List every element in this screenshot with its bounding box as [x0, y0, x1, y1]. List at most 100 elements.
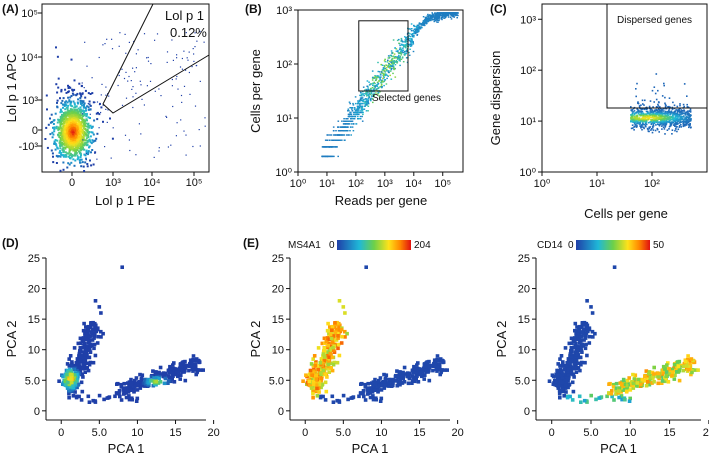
flow-point: [67, 84, 69, 87]
flow-point: [67, 132, 70, 135]
pca-point: [80, 372, 85, 376]
flow-point: [74, 119, 77, 122]
flow-point: [55, 154, 58, 157]
gene-point: [346, 130, 348, 132]
flow-point: [74, 113, 77, 116]
gene-point: [387, 75, 389, 77]
pca-point: [319, 365, 324, 370]
gene-point: [355, 113, 358, 116]
flow-point: [82, 93, 84, 96]
pca-point: [402, 380, 407, 384]
dispersion-point: [630, 109, 632, 111]
dispersion-point: [674, 122, 676, 125]
dispersion-point: [682, 121, 685, 124]
flow-point: [65, 135, 68, 138]
gene-point: [326, 146, 328, 148]
flow-point: [49, 121, 52, 124]
flow-point: [81, 82, 83, 84]
dispersion-point: [663, 82, 665, 85]
pca-point: [358, 391, 363, 396]
gene-point: [457, 14, 459, 17]
flow-point: [111, 137, 114, 140]
flow-point: [106, 38, 108, 40]
gene-point: [409, 43, 412, 45]
gene-point: [383, 80, 386, 83]
dispersion-point: [653, 117, 656, 120]
flow-point: [199, 30, 201, 33]
dispersion-point: [686, 119, 689, 122]
flow-point: [65, 145, 68, 148]
flow-point: [98, 56, 100, 59]
gene-point: [338, 130, 341, 132]
pca-point: [336, 336, 340, 340]
pca-point: [335, 360, 340, 365]
pca-point: [167, 375, 171, 380]
flow-point: [132, 96, 134, 98]
flow-point: [59, 111, 62, 114]
gene-point: [353, 115, 356, 118]
dispersion-point: [654, 119, 656, 122]
pca-point: [315, 386, 319, 391]
dispersion-point: [658, 113, 661, 115]
pca-point: [166, 368, 171, 373]
y-axis-label-b: Cells per gene: [248, 49, 263, 133]
flow-point: [49, 117, 51, 120]
flow-point: [70, 136, 73, 138]
pca-point: [413, 367, 418, 371]
gene-point: [327, 155, 330, 158]
y-tick-label: 20: [272, 284, 284, 296]
pca-point: [316, 346, 321, 350]
panel-label-a: (A): [2, 2, 19, 16]
pca-point: [93, 326, 97, 330]
gene-point: [384, 74, 387, 77]
dispersion-point: [645, 125, 647, 128]
gene-point: [395, 56, 397, 58]
pca-point: [149, 375, 154, 379]
y-tick-label: 10: [272, 345, 284, 357]
x-tick-label: 5.0: [92, 427, 107, 439]
flow-point: [172, 105, 174, 108]
gate-polygon-a: [102, 3, 210, 114]
pca-point: [86, 368, 91, 373]
gene-point: [361, 111, 363, 114]
gene-point: [335, 146, 338, 148]
flow-point: [87, 136, 90, 139]
gene-point: [372, 88, 375, 90]
pca-point: [78, 355, 83, 359]
y-tick-label: 0: [524, 406, 530, 418]
pca-point: [79, 341, 83, 345]
dispersion-point: [667, 121, 669, 123]
flow-point: [51, 121, 54, 124]
dispersion-point: [672, 120, 674, 122]
flow-point: [67, 133, 70, 136]
pca-point: [370, 390, 375, 394]
flow-point: [95, 137, 98, 140]
pca-point: [135, 396, 140, 401]
flow-point: [96, 118, 99, 121]
gene-point: [354, 113, 357, 116]
gene-point: [361, 110, 364, 112]
pca-point: [382, 386, 387, 390]
pca-point: [361, 392, 365, 396]
x-tick-label-b: 10²: [348, 178, 364, 190]
dispersion-point: [678, 110, 681, 112]
flow-point: [69, 149, 71, 152]
flow-point: [53, 126, 56, 129]
dispersion-point: [660, 121, 663, 123]
flow-point: [60, 117, 63, 119]
dispersion-point: [659, 106, 661, 108]
gene-point: [406, 41, 409, 43]
dispersion-point: [649, 114, 651, 117]
gene-point: [370, 92, 373, 94]
pca-point: [83, 355, 88, 360]
flow-point: [128, 75, 130, 78]
gene-point: [402, 51, 404, 54]
gene-point: [377, 93, 379, 95]
gene-point: [328, 155, 331, 158]
gene-point: [350, 107, 353, 109]
dispersion-point: [633, 114, 636, 116]
flow-point: [194, 46, 196, 48]
flow-point: [82, 100, 85, 103]
gene-point: [357, 101, 360, 103]
